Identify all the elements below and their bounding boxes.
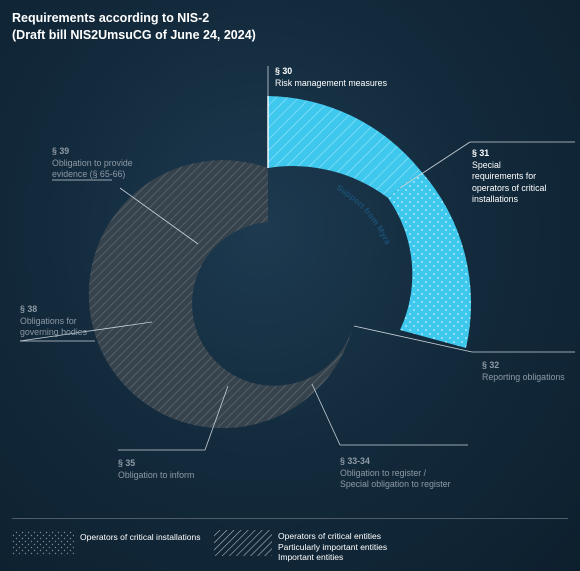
label-s30: § 30 Risk management measures: [275, 66, 387, 88]
legend-divider: [12, 518, 568, 519]
diagram-title: Requirements according to NIS-2 (Draft b…: [12, 10, 256, 44]
label-s32: § 32 Reporting obligations: [482, 360, 565, 382]
ring-segment-s30: [268, 96, 420, 198]
label-s38: § 38 Obligations for governing bodies: [20, 304, 88, 337]
legend: Operators of critical installations Oper…: [0, 518, 580, 571]
ring-segment-s31: [388, 170, 472, 348]
leader-s39: [119, 187, 199, 245]
leader-s38: [19, 321, 153, 342]
title-line-2: (Draft bill NIS2UmsuCG of June 24, 2024): [12, 28, 256, 42]
legend-label-dotted: Operators of critical installations: [80, 532, 201, 542]
title-line-1: Requirements according to NIS-2: [12, 11, 210, 25]
label-s31: § 31 Special requirements for operators …: [472, 148, 547, 204]
leader-s35: [204, 385, 229, 451]
label-s35: § 35 Obligation to inform: [118, 458, 195, 480]
leader-s31: [399, 141, 471, 189]
leader-s32: [353, 325, 473, 353]
leader-s3334: [311, 383, 341, 446]
label-s39: § 39 Obligation to provide evidence (§ 6…: [52, 146, 133, 179]
legend-label-hatched: Operators of critical entities Particula…: [278, 531, 388, 562]
label-s3334: § 33-34 Obligation to register / Special…: [340, 456, 451, 489]
legend-swatch-dotted: [12, 530, 74, 556]
legend-swatch-hatched: [214, 530, 272, 556]
ring-segment-grey: [88, 160, 354, 429]
